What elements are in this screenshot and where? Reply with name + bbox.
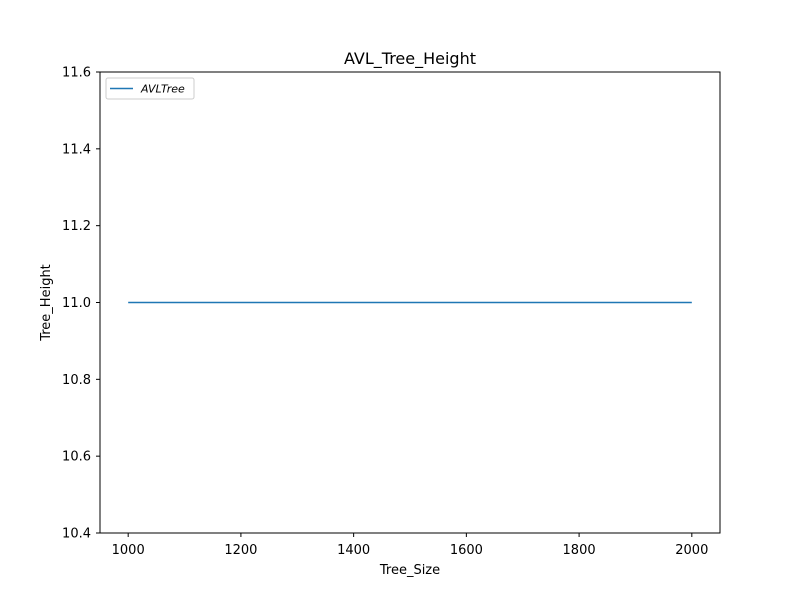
y-tick-label: 11.0 bbox=[62, 296, 91, 311]
x-tick-label: 2000 bbox=[675, 543, 708, 558]
y-tick-label: 10.4 bbox=[62, 527, 91, 542]
y-tick-label: 11.2 bbox=[62, 219, 91, 234]
x-tick-label: 1800 bbox=[563, 543, 596, 558]
x-tick-label: 1000 bbox=[112, 543, 145, 558]
plot-area-frame bbox=[99, 71, 721, 534]
ticks-layer: 1000 1200 1400 1600 1800 2000 10.4 10.6 10.8 11.0… bbox=[62, 66, 708, 559]
x-axis-label: Tree_Size bbox=[379, 563, 440, 578]
legend-box bbox=[105, 77, 195, 100]
x-tick-label: 1200 bbox=[224, 543, 257, 558]
y-tick-label: 11.4 bbox=[62, 142, 91, 157]
y-tick-label: 10.6 bbox=[62, 450, 91, 465]
y-tick-label: 11.6 bbox=[62, 66, 91, 81]
x-tick-label: 1400 bbox=[337, 543, 370, 558]
chart-title: AVL_Tree_Height bbox=[344, 49, 476, 69]
y-axis-label: Tree_Height bbox=[39, 264, 54, 342]
legend-label-avltree: AVLTree bbox=[140, 83, 185, 96]
y-tick-label: 10.8 bbox=[62, 373, 91, 388]
legend: AVLTree bbox=[105, 77, 195, 100]
x-tick-label: 1600 bbox=[450, 543, 483, 558]
